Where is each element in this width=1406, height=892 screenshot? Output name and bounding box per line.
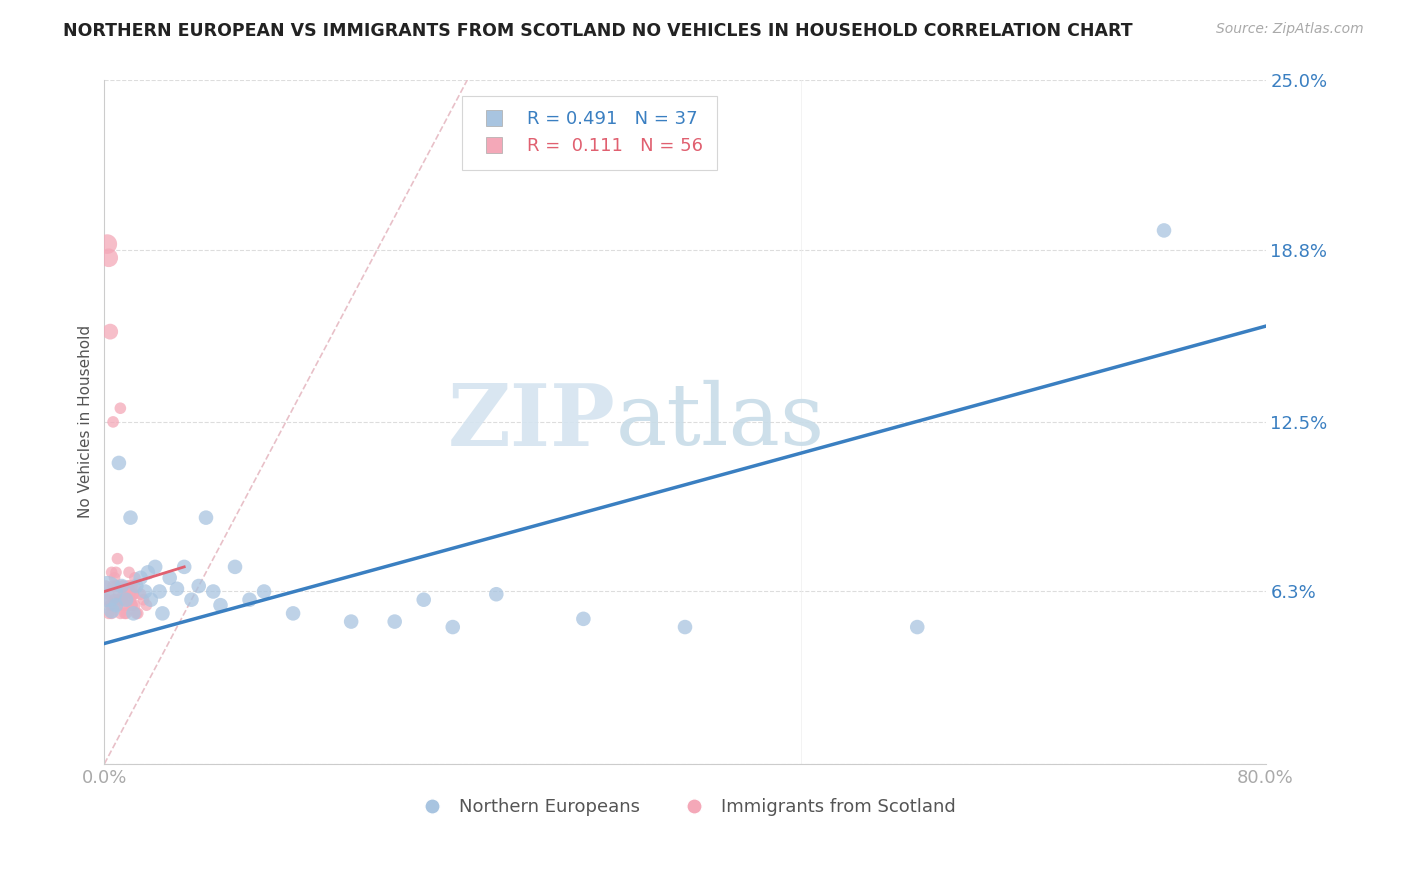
Point xyxy=(101,579,124,593)
Point xyxy=(132,592,155,607)
Point xyxy=(129,571,152,585)
Point xyxy=(94,579,117,593)
Text: atlas: atlas xyxy=(616,380,824,464)
Point xyxy=(115,607,138,621)
Point xyxy=(125,607,148,621)
Point xyxy=(173,560,195,574)
Point xyxy=(111,579,134,593)
Point xyxy=(340,615,363,629)
Point xyxy=(122,587,145,601)
Point xyxy=(122,607,145,621)
Point xyxy=(134,584,156,599)
Point xyxy=(96,584,118,599)
Point xyxy=(110,401,132,416)
Point xyxy=(108,592,131,607)
Point xyxy=(127,607,149,621)
Point xyxy=(103,592,125,607)
Point xyxy=(120,510,142,524)
Point xyxy=(103,592,125,607)
Point xyxy=(1153,223,1175,237)
Point xyxy=(159,571,181,585)
Point xyxy=(96,237,118,252)
Point xyxy=(101,415,124,429)
Point xyxy=(209,598,232,612)
Point xyxy=(572,612,595,626)
Point xyxy=(124,571,146,585)
Point xyxy=(121,598,143,612)
Point xyxy=(166,582,188,596)
Point xyxy=(122,587,145,601)
Point xyxy=(104,566,127,580)
Point xyxy=(120,592,142,607)
Point xyxy=(100,566,122,580)
Point xyxy=(111,592,134,607)
Point xyxy=(195,510,218,524)
Point xyxy=(110,592,132,607)
Point xyxy=(121,598,143,612)
Point xyxy=(104,579,127,593)
Point xyxy=(100,607,122,621)
Point xyxy=(139,592,162,607)
Point xyxy=(224,560,246,574)
Point xyxy=(135,598,157,612)
Point xyxy=(253,584,276,599)
Point xyxy=(485,587,508,601)
Point xyxy=(103,571,125,585)
Point xyxy=(107,598,129,612)
Point xyxy=(384,615,406,629)
Point xyxy=(143,560,166,574)
Point xyxy=(412,592,434,607)
Point xyxy=(124,579,146,593)
Point xyxy=(112,579,135,593)
Text: ZIP: ZIP xyxy=(447,380,616,464)
Point xyxy=(124,598,146,612)
Point xyxy=(136,566,159,580)
Point xyxy=(115,592,138,607)
Point xyxy=(97,587,120,601)
Point xyxy=(148,584,170,599)
Point xyxy=(111,579,134,593)
Point xyxy=(107,579,129,593)
Point xyxy=(905,620,928,634)
Point xyxy=(125,579,148,593)
Y-axis label: No Vehicles in Household: No Vehicles in Household xyxy=(79,326,93,518)
Point xyxy=(96,592,118,607)
Point xyxy=(104,598,127,612)
Point xyxy=(117,584,139,599)
Point xyxy=(115,584,138,599)
Point xyxy=(118,566,141,580)
Point xyxy=(117,579,139,593)
Point xyxy=(114,598,136,612)
Point xyxy=(112,587,135,601)
Point xyxy=(187,579,209,593)
Point xyxy=(110,607,132,621)
Point xyxy=(281,607,304,621)
Point xyxy=(114,607,136,621)
Point xyxy=(112,598,135,612)
Point xyxy=(100,598,122,612)
Point xyxy=(108,587,131,601)
Point xyxy=(108,456,131,470)
Point xyxy=(97,251,120,265)
Point xyxy=(115,592,138,607)
Legend: Northern Europeans, Immigrants from Scotland: Northern Europeans, Immigrants from Scot… xyxy=(406,790,963,823)
Text: Source: ZipAtlas.com: Source: ZipAtlas.com xyxy=(1216,22,1364,37)
Point xyxy=(673,620,696,634)
Point xyxy=(129,587,152,601)
Text: NORTHERN EUROPEAN VS IMMIGRANTS FROM SCOTLAND NO VEHICLES IN HOUSEHOLD CORRELATI: NORTHERN EUROPEAN VS IMMIGRANTS FROM SCO… xyxy=(63,22,1133,40)
Point xyxy=(120,584,142,599)
Point xyxy=(180,592,202,607)
Point xyxy=(118,592,141,607)
Point xyxy=(202,584,225,599)
Point xyxy=(152,607,174,621)
Point xyxy=(100,604,122,618)
Point xyxy=(118,579,141,593)
Point xyxy=(238,592,260,607)
Point xyxy=(441,620,464,634)
Point xyxy=(107,551,129,566)
Point xyxy=(98,325,121,339)
Point xyxy=(98,598,121,612)
Point xyxy=(121,579,143,593)
Point xyxy=(97,607,120,621)
